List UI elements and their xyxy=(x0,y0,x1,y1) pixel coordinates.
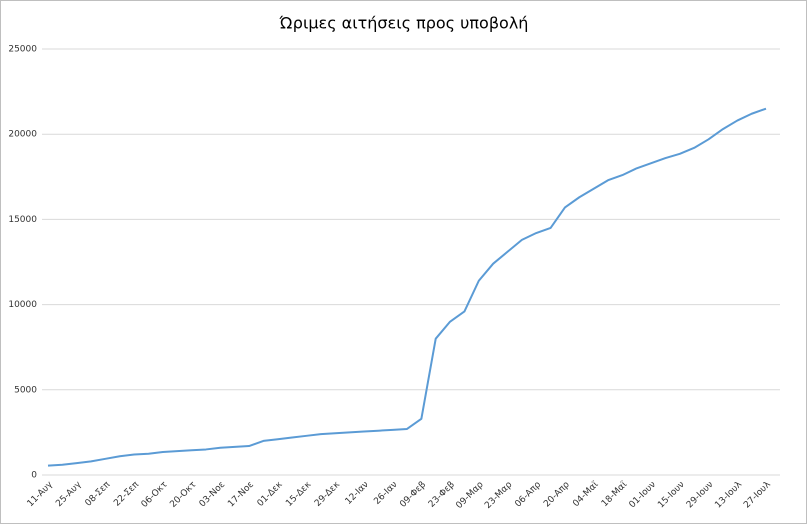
line-series xyxy=(47,107,767,467)
y-tick-label: 15000 xyxy=(8,215,37,225)
chart-title: Ώριμες αιτήσεις προς υποβολή xyxy=(279,14,529,33)
y-tick-label: 5000 xyxy=(14,385,37,395)
y-tick-label: 20000 xyxy=(8,130,37,140)
y-tick-label: 10000 xyxy=(8,300,37,310)
y-tick-label: 25000 xyxy=(8,45,37,55)
y-tick-label: 0 xyxy=(31,471,37,481)
